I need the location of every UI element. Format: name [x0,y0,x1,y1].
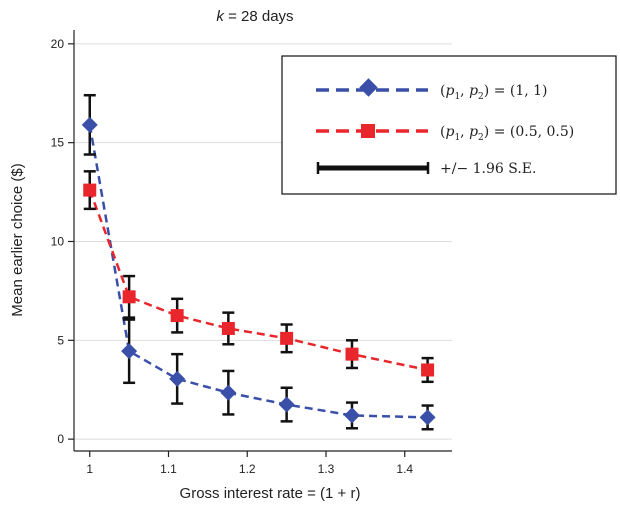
y-tick-label: 15 [51,136,65,150]
x-tick-label: 1.1 [160,462,177,476]
data-point-square [345,347,359,361]
legend-p1: p [445,83,454,99]
data-point-square [83,183,97,197]
x-tick-label: 1 [86,462,93,476]
legend-box [281,55,617,195]
x-tick-label: 1.3 [318,462,335,476]
legend-paren-open: ( [440,83,445,99]
data-point-diamond [169,370,186,387]
data-point-square [221,321,235,335]
data-point-diamond [343,407,360,424]
y-axis-title: Mean earlier choice ($) [9,163,26,316]
legend-paren-close: ) [484,83,489,99]
data-point-square [122,290,136,304]
legend-marker-square [361,124,375,138]
legend-p2-2: p [469,124,478,140]
legend-comma-2: , [460,124,469,140]
chart-title-rest: = 28 days [224,8,294,25]
legend-label-errorbar: +/− 1.96 S.E. [440,161,536,177]
data-point-diamond [278,396,295,413]
chart-title: k = 28 days [216,8,293,25]
data-point-diamond [81,116,98,133]
legend-value-1: = (1, 1) [489,83,547,99]
legend-paren-open-2: ( [440,124,445,140]
y-axis-ticks: 0 5 10 15 20 [51,37,74,446]
legend-paren-close-2: ) [484,124,489,140]
legend-value-2: = (0.5, 0.5) [489,124,574,140]
chart-title-var: k [216,8,225,25]
legend: (p1, p2) = (1, 1) (p1, p2) = (0.5, 0.5) … [281,55,617,195]
y-tick-label: 20 [51,37,65,51]
legend-comma: , [460,83,469,99]
data-point-diamond [220,384,237,401]
legend-sub2: 2 [478,92,484,102]
data-point-square [280,331,294,345]
data-point-diamond [121,343,138,360]
data-point-square [170,309,184,323]
y-tick-label: 0 [57,432,64,446]
x-axis-ticks: 1 1.1 1.2 1.3 1.4 [86,451,413,476]
legend-sub2-2: 2 [478,133,484,143]
x-tick-label: 1.4 [396,462,413,476]
data-point-diamond [419,409,436,426]
series-2 [83,170,435,384]
y-tick-label: 5 [57,333,64,347]
series-line [88,189,428,372]
legend-label-series-2: (p1, p2) = (0.5, 0.5) [440,124,574,143]
x-tick-label: 1.2 [239,462,256,476]
y-tick-label: 10 [51,234,65,248]
legend-label-series-1: (p1, p2) = (1, 1) [440,83,548,102]
series-layer [81,93,436,431]
legend-p1-2: p [445,124,454,140]
legend-marker-diamond [359,78,378,97]
legend-p2: p [469,83,478,99]
x-axis-title: Gross interest rate = (1 + r) [180,485,361,502]
axes [73,30,452,452]
data-point-square [421,363,435,377]
legend-sub1: 1 [454,92,460,102]
series-1 [81,93,436,431]
legend-sub1-2: 1 [454,133,460,143]
